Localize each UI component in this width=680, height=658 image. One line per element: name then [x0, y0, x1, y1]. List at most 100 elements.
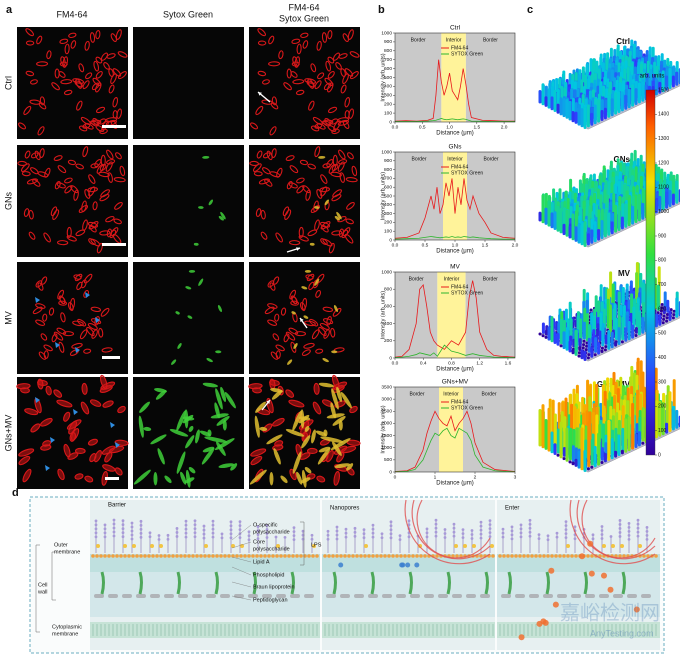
cell: [344, 97, 351, 108]
sugar: [193, 519, 197, 523]
cell: [87, 438, 98, 446]
sugar: [256, 537, 260, 541]
cell: [264, 306, 275, 315]
cell: [102, 400, 114, 408]
cell: [16, 383, 31, 390]
sugar: [274, 535, 278, 539]
green-signal: [175, 311, 180, 315]
sugar: [371, 523, 375, 527]
lipid-head: [99, 554, 103, 558]
cell: [77, 318, 87, 327]
colorbar-tick-label: 100: [658, 428, 667, 434]
lipid-head: [618, 554, 622, 558]
cell: [112, 68, 122, 77]
cell: [113, 177, 126, 183]
lipid-head: [574, 554, 578, 558]
sugar: [528, 530, 532, 534]
lipid-head: [562, 554, 566, 558]
colorbar-tick-label: 1400: [658, 112, 669, 118]
arrow-head: [296, 247, 300, 251]
sugar: [618, 519, 622, 522]
sugar: [461, 528, 465, 531]
green-signal: [230, 463, 238, 471]
cell: [43, 344, 53, 352]
cell: [119, 165, 126, 177]
micrograph: [248, 374, 361, 489]
cell: [338, 228, 345, 238]
cell: [337, 117, 350, 123]
green-signal: [311, 429, 316, 444]
core-sugar: [490, 544, 494, 548]
green-signal: [188, 425, 194, 432]
cell: [337, 161, 345, 172]
cell: [308, 281, 315, 291]
green-signal: [334, 463, 351, 469]
lipoprotein: [408, 571, 413, 595]
cell: [267, 303, 278, 309]
cell: [321, 224, 329, 233]
sugar: [247, 530, 251, 534]
green-signal: [150, 434, 167, 445]
sugar: [627, 530, 631, 533]
lipid-head: [255, 554, 259, 558]
cell: [96, 242, 103, 254]
sugar: [627, 522, 631, 525]
cell: [72, 320, 84, 327]
cell: [24, 408, 39, 416]
cell: [256, 150, 263, 159]
lipid-head: [123, 554, 127, 558]
sugar: [344, 531, 348, 535]
y-tick-label: 100: [384, 110, 392, 116]
sugar: [618, 531, 622, 534]
cell: [95, 106, 106, 114]
green-signal: [301, 469, 307, 488]
cell: [78, 204, 89, 214]
lipid-head: [646, 554, 650, 558]
green-signal: [301, 435, 311, 449]
peptidoglycan: [192, 594, 202, 598]
sugar: [528, 526, 532, 530]
peptidoglycan: [641, 594, 651, 598]
green-signal: [269, 471, 274, 486]
x-tick-label: 1.2: [476, 360, 483, 366]
scale-bar: [102, 125, 126, 128]
cell: [299, 302, 306, 312]
peptidoglycan: [368, 594, 378, 598]
y-tick-label: 900: [384, 158, 392, 164]
lipid-head: [415, 554, 419, 558]
sugar: [184, 535, 188, 539]
cell: [285, 389, 295, 398]
x-tick-label: 1.0: [446, 124, 453, 130]
cell: [72, 78, 85, 84]
micrograph-bg: [133, 262, 244, 374]
cell: [39, 148, 45, 158]
arrowhead-marker: [35, 297, 40, 303]
region: [463, 387, 515, 472]
cell: [338, 53, 348, 59]
lipid-head: [554, 554, 558, 558]
sugar: [519, 531, 523, 535]
sugar: [600, 537, 604, 540]
green-signal: [346, 463, 354, 471]
green-signal: [320, 436, 344, 443]
cell: [288, 399, 305, 408]
green-signal: [304, 466, 312, 474]
cell: [18, 122, 27, 130]
cell: [291, 38, 301, 45]
cell: [100, 307, 110, 317]
cell: [48, 307, 55, 316]
cell: [68, 32, 77, 39]
cell: [292, 56, 298, 66]
cell: [63, 89, 73, 96]
cell: [328, 163, 337, 174]
cell: [40, 333, 48, 341]
sugar: [175, 535, 179, 538]
cell: [295, 89, 305, 96]
cell: [283, 333, 290, 343]
cell: [278, 50, 284, 60]
y-tick-label: 600: [384, 184, 392, 190]
region: [439, 387, 463, 472]
green-signal: [199, 430, 211, 437]
cell: [89, 119, 102, 125]
legend-label: SYTOX Green: [451, 170, 483, 176]
